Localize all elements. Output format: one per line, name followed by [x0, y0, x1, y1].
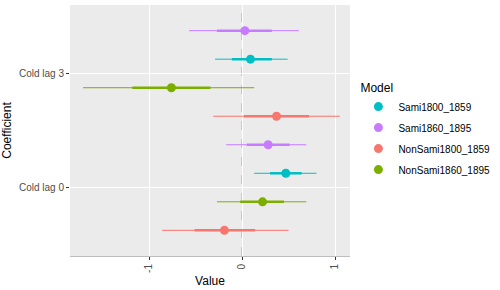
- svg-text:Model: Model: [360, 81, 393, 95]
- svg-text:0: 0: [236, 264, 247, 270]
- svg-text:Coefficient: Coefficient: [0, 102, 14, 159]
- svg-text:Cold lag 0: Cold lag 0: [19, 182, 64, 193]
- svg-text:Sami1860_1895: Sami1860_1895: [398, 123, 471, 134]
- svg-text:Sami1800_1859: Sami1800_1859: [398, 102, 471, 113]
- svg-text:NonSami1800_1859: NonSami1800_1859: [398, 144, 490, 155]
- svg-text:1: 1: [329, 264, 340, 270]
- svg-text:-1: -1: [143, 264, 154, 273]
- svg-text:Value: Value: [195, 274, 225, 288]
- svg-text:NonSami1860_1895: NonSami1860_1895: [398, 165, 490, 176]
- svg-text:Cold lag 3: Cold lag 3: [19, 68, 64, 79]
